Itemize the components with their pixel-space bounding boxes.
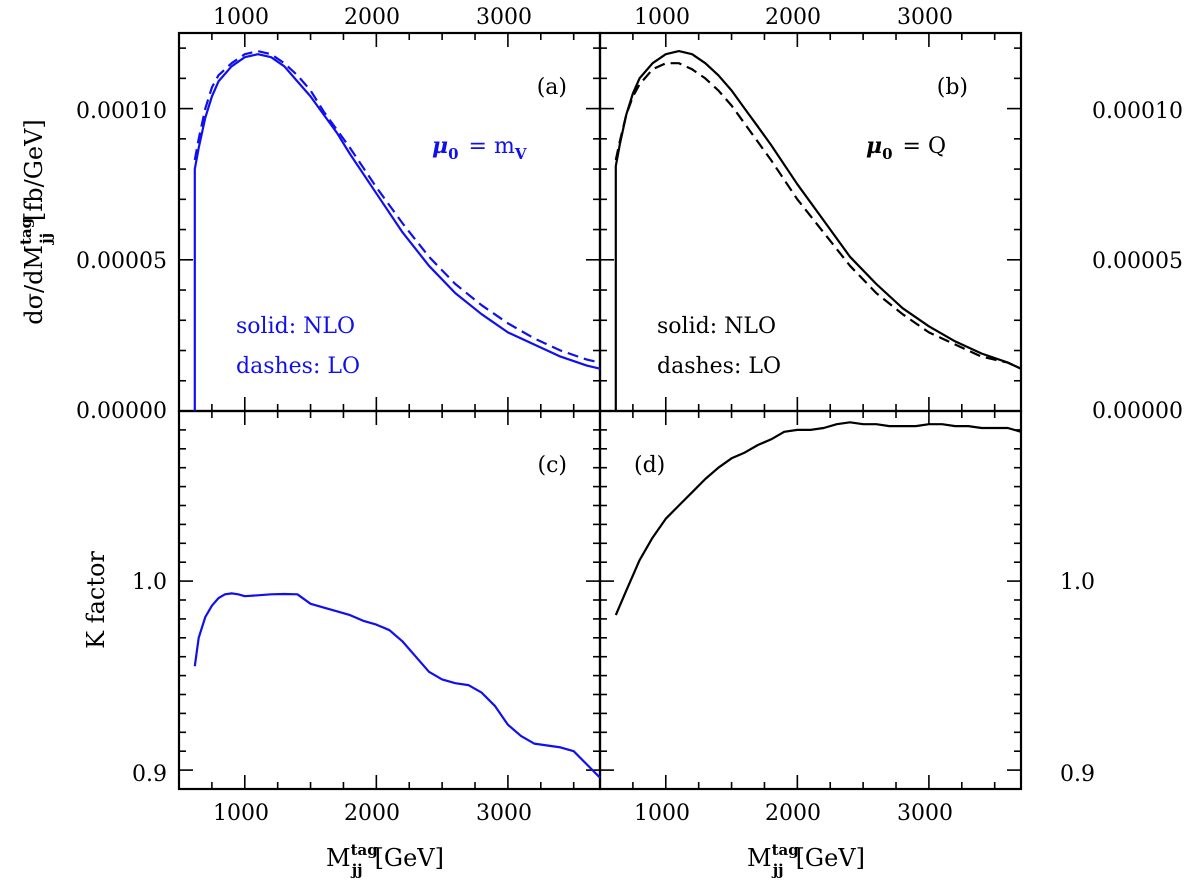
mu-equals: = m <box>469 134 515 159</box>
x-axis-title-unit: [GeV] <box>375 844 444 872</box>
top-x-tick-label-panel-a: 1000 <box>213 5 269 30</box>
panel-d-label: (d) <box>634 453 665 478</box>
bottom-x-tick-label-panel-c: 3000 <box>476 801 532 826</box>
series-a-lo-dashed <box>193 50 601 364</box>
panel-b-mu-label: μ0 = Q <box>866 133 946 163</box>
axis-ticks <box>179 33 1021 789</box>
bottom-left-y-tick-labels: 1.0 0.9 <box>132 570 167 787</box>
top-right-y-tick-labels: 0.00010 0.00005 0.00000 <box>1092 99 1183 424</box>
series-d-k-solid <box>614 421 1022 616</box>
panel-b-legend-dashes: dashes: LO <box>657 354 781 379</box>
bottom-y-axis-title: K factor <box>82 551 110 649</box>
bottom-x-tick-label-panel-d: 3000 <box>897 801 953 826</box>
top-left-y-tick-labels: 0.00010 0.00005 0.00000 <box>76 99 167 424</box>
bottom-left-y-tick-label: 0.9 <box>132 762 167 787</box>
series-a-nlo-solid <box>193 53 601 411</box>
panel-b-legend-solid: solid: NLO <box>657 314 776 339</box>
top-y-axis-title-pre: dσ/dM <box>20 245 48 325</box>
top-left-y-tick-label: 0.00010 <box>76 99 167 124</box>
x-axis-title-sup: tag <box>772 841 800 859</box>
x-axis-title-main: M <box>326 844 351 872</box>
top-right-y-tick-label: 0.00005 <box>1092 249 1183 274</box>
series-b-lo-dashed <box>614 62 1022 370</box>
mu-symbol: μ <box>866 133 882 159</box>
bottom-right-y-tick-label: 0.9 <box>1060 762 1095 787</box>
panel-a-legend-dashes: dashes: LO <box>236 354 360 379</box>
top-left-y-tick-label: 0.00000 <box>76 399 167 424</box>
series-c-k-solid <box>193 592 601 779</box>
bottom-x-tick-label-panel-d: 2000 <box>765 801 821 826</box>
bottom-x-tick-label-panel-c: 1000 <box>213 801 269 826</box>
bottom-right-y-tick-label: 1.0 <box>1060 570 1095 595</box>
top-right-y-tick-label: 0.00010 <box>1092 99 1183 124</box>
x-axis-title-sub: jj <box>771 861 784 879</box>
series-b-nlo-solid <box>614 50 1022 411</box>
panel-a-legend-solid: solid: NLO <box>236 314 355 339</box>
mu-subscript: 0 <box>448 145 458 163</box>
bottom-x-tick-label-panel-d: 1000 <box>634 801 690 826</box>
top-x-tick-label-panel-b: 3000 <box>897 5 953 30</box>
x-axis-title-right: Mtag jj [GeV] <box>747 841 865 879</box>
x-axis-title-sub: jj <box>350 861 363 879</box>
top-left-y-tick-label: 0.00005 <box>76 249 167 274</box>
mu-subscript: 0 <box>882 145 892 163</box>
panel-b-label: (b) <box>937 75 968 100</box>
bottom-x-tick-label-panel-c: 2000 <box>344 801 400 826</box>
top-x-tick-label-panel-a: 2000 <box>344 5 400 30</box>
x-axis-title-main: M <box>747 844 772 872</box>
top-x-tick-labels: 1000 2000 3000 1000 2000 3000 <box>213 5 953 30</box>
bottom-x-tick-labels: 1000 2000 3000 1000 2000 3000 <box>213 801 953 826</box>
panel-c-label: (c) <box>538 453 568 478</box>
top-y-axis-title-sup: tag <box>17 217 35 245</box>
top-y-axis-title-post: [fb/GeV] <box>20 119 48 221</box>
x-axis-title-unit: [GeV] <box>796 844 865 872</box>
top-y-axis-title-sub: jj <box>37 233 55 246</box>
x-axis-title-sup: tag <box>351 841 379 859</box>
top-x-tick-label-panel-b: 1000 <box>634 5 690 30</box>
mu-symbol: μ <box>432 133 448 159</box>
top-y-axis-title: dσ/dMtag jj [fb/GeV] <box>17 119 55 325</box>
panel-a-mu-label: μ0 = mV <box>432 133 527 163</box>
top-right-y-tick-label: 0.00000 <box>1092 399 1183 424</box>
bottom-left-y-tick-label: 1.0 <box>132 570 167 595</box>
top-x-tick-label-panel-b: 2000 <box>765 5 821 30</box>
mu-value-subscript: V <box>514 145 527 163</box>
x-axis-title-left: Mtag jj [GeV] <box>326 841 444 879</box>
bottom-right-y-tick-labels: 1.0 0.9 <box>1060 570 1095 787</box>
data-curves <box>193 50 1022 779</box>
mu-equals: = Q <box>903 134 946 159</box>
panel-a-label: (a) <box>537 75 567 100</box>
top-x-tick-label-panel-a: 3000 <box>476 5 532 30</box>
